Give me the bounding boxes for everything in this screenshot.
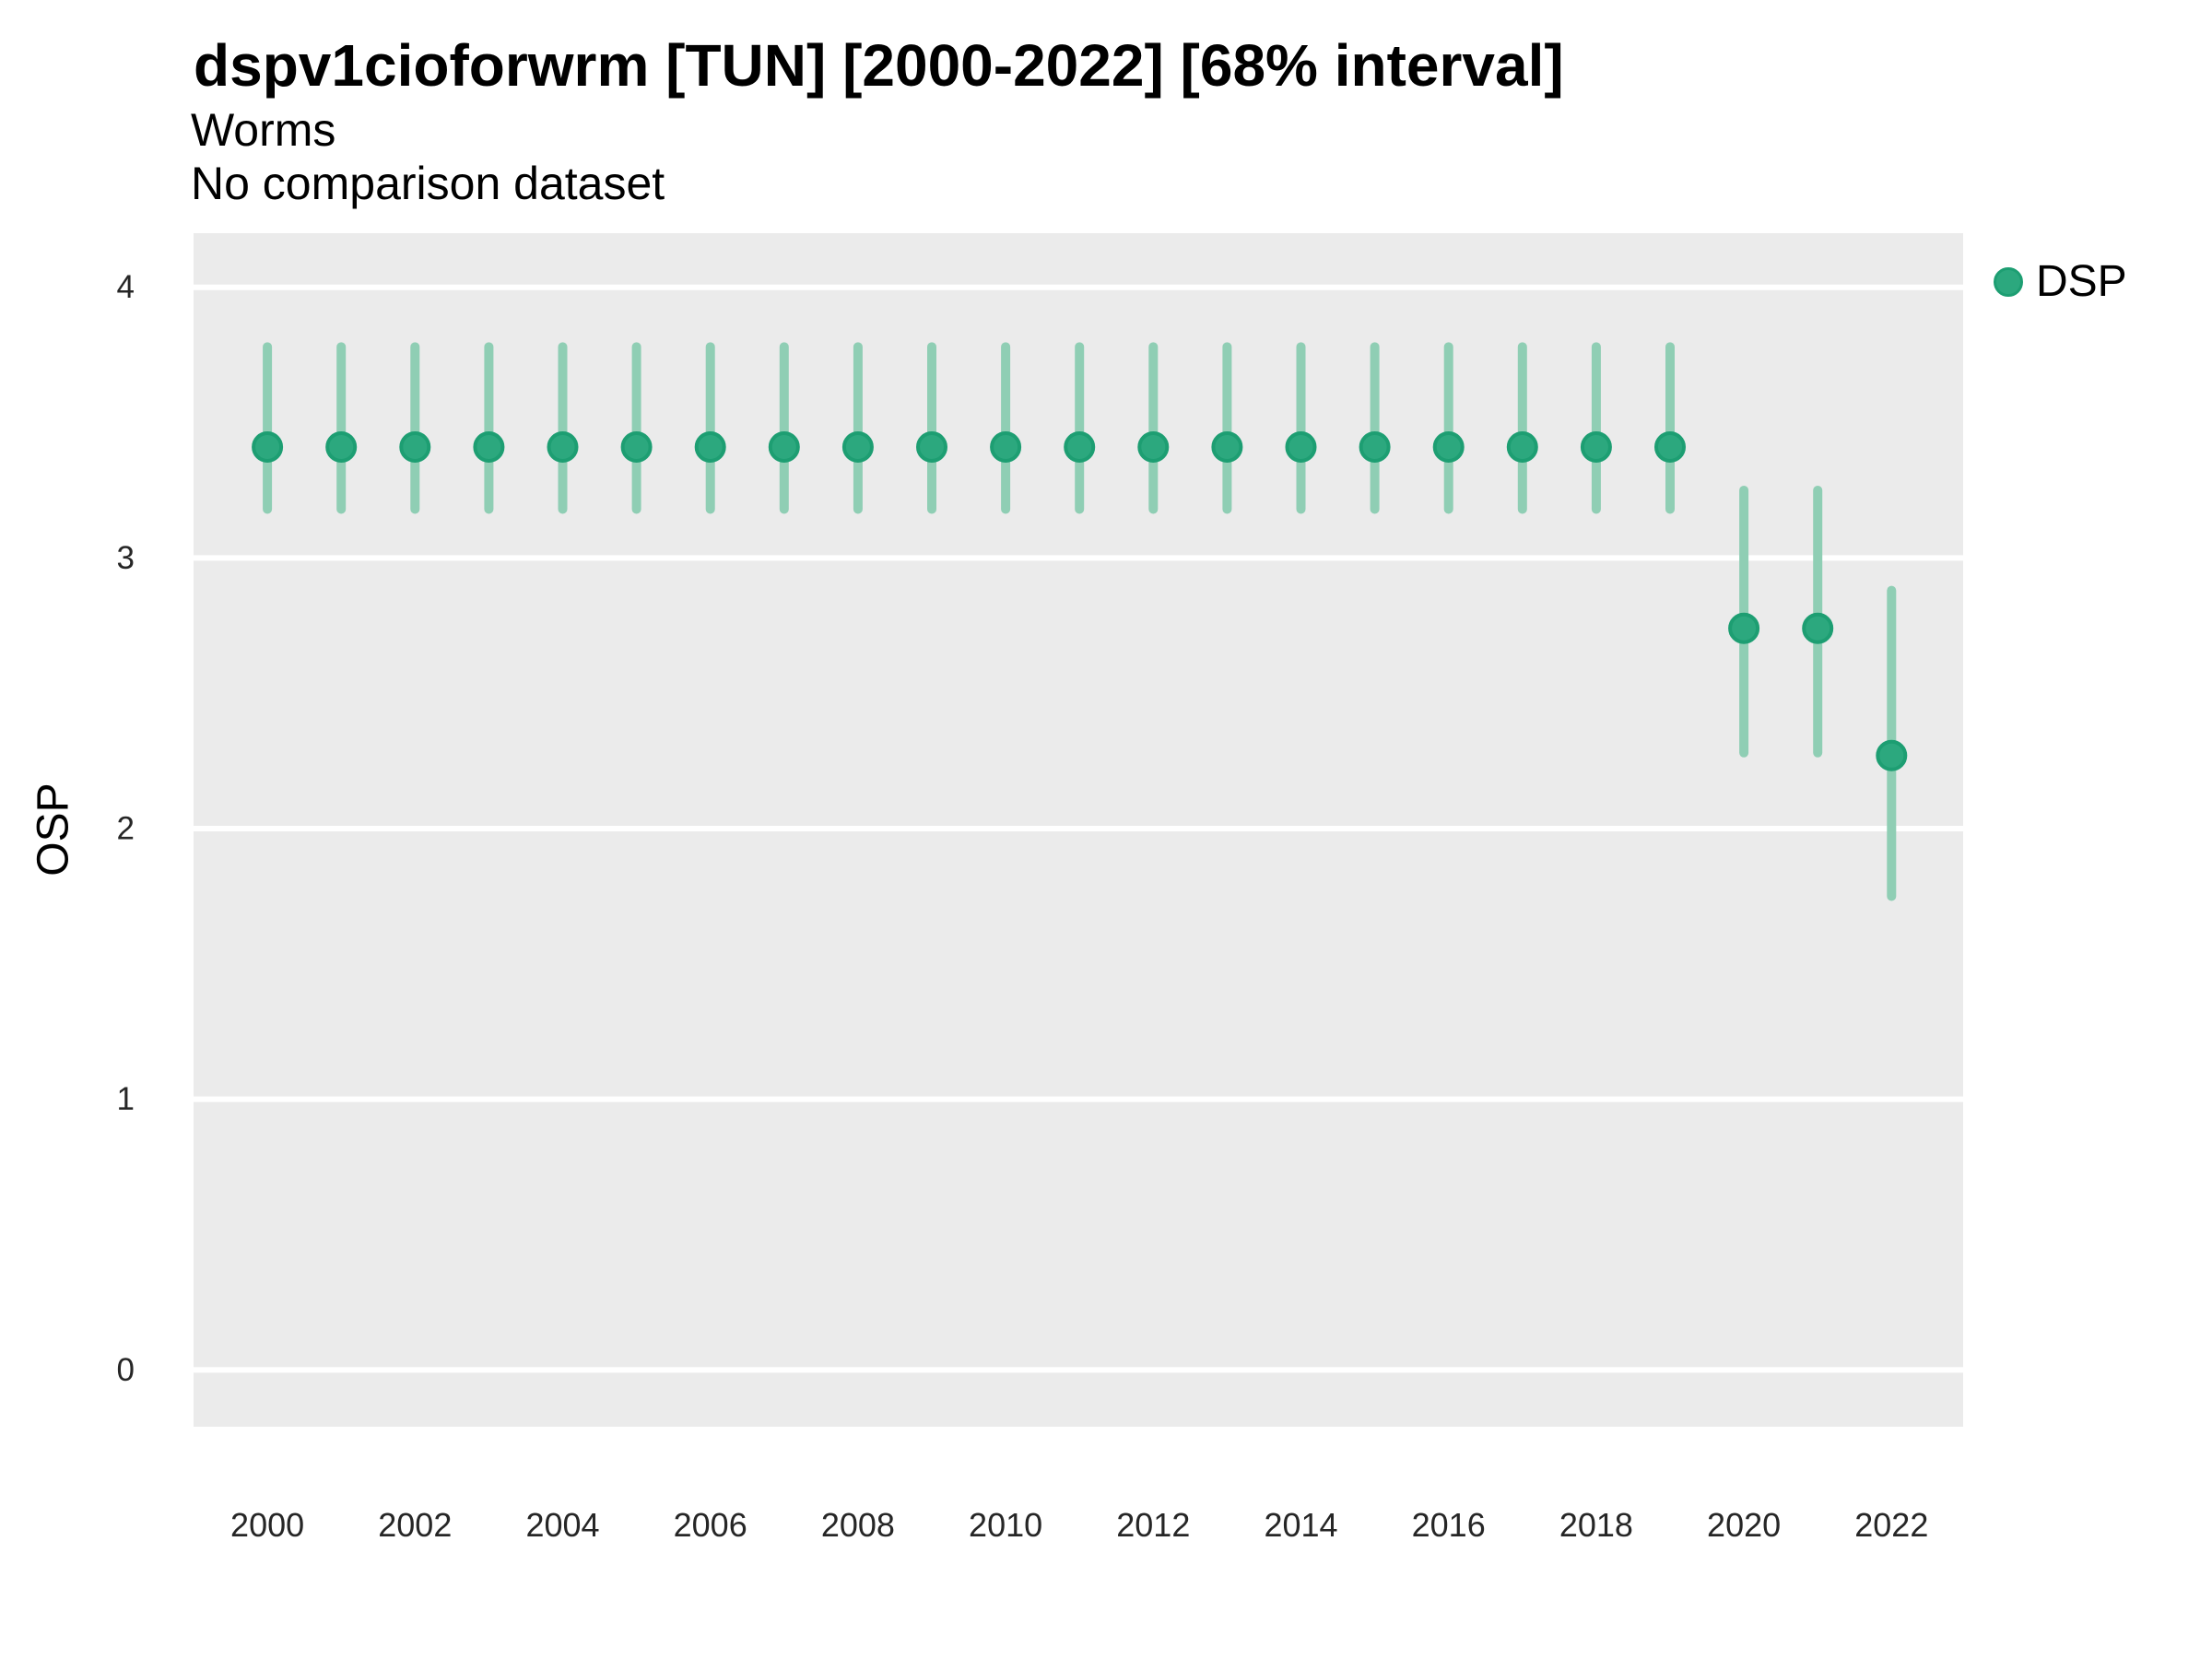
point-2011 [1064, 430, 1096, 463]
comparison-note: No comparison dataset [191, 158, 665, 209]
point-2020 [1728, 612, 1760, 644]
point-2004 [547, 430, 579, 463]
point-2008 [841, 430, 874, 463]
point-2014 [1285, 430, 1317, 463]
x-tick-label-2020: 2020 [1707, 1506, 1781, 1544]
point-2018 [1580, 430, 1612, 463]
point-2022 [1876, 739, 1908, 771]
point-2019 [1654, 430, 1687, 463]
point-2005 [620, 430, 653, 463]
y-tick-label-4: 4 [117, 269, 135, 305]
legend: DSP [1994, 256, 2127, 307]
chart-title: dspv1cioforwrm [TUN] [2000-2022] [68% in… [194, 32, 1564, 99]
y-tick-label-1: 1 [117, 1081, 135, 1117]
y-tick-label-2: 2 [117, 811, 135, 847]
point-2012 [1137, 430, 1170, 463]
y-tick-label-3: 3 [117, 540, 135, 576]
x-tick-label-2000: 2000 [230, 1506, 304, 1544]
x-tick-label-2004: 2004 [525, 1506, 599, 1544]
chart-subtitle: Worms [191, 104, 336, 156]
x-tick-label-2008: 2008 [821, 1506, 895, 1544]
point-2001 [325, 430, 358, 463]
x-tick-label-2018: 2018 [1559, 1506, 1633, 1544]
x-tick-label-2006: 2006 [674, 1506, 747, 1544]
point-2002 [399, 430, 431, 463]
point-2000 [252, 430, 284, 463]
legend-point-icon [1994, 266, 2023, 297]
x-tick-label-2010: 2010 [969, 1506, 1042, 1544]
x-tick-label-2002: 2002 [378, 1506, 452, 1544]
x-tick-label-2016: 2016 [1412, 1506, 1486, 1544]
point-2021 [1802, 612, 1834, 644]
x-tick-label-2012: 2012 [1116, 1506, 1190, 1544]
legend-label-dsp: DSP [2036, 257, 2127, 306]
point-2015 [1359, 430, 1391, 463]
point-2017 [1506, 430, 1538, 463]
x-tick-label-2014: 2014 [1264, 1506, 1337, 1544]
point-2007 [768, 430, 800, 463]
point-2006 [694, 430, 726, 463]
x-tick-label-2022: 2022 [1854, 1506, 1928, 1544]
point-2009 [916, 430, 948, 463]
point-2016 [1432, 430, 1465, 463]
point-2013 [1211, 430, 1243, 463]
y-tick-label-0: 0 [117, 1352, 135, 1388]
point-2010 [990, 430, 1022, 463]
point-2003 [473, 430, 505, 463]
